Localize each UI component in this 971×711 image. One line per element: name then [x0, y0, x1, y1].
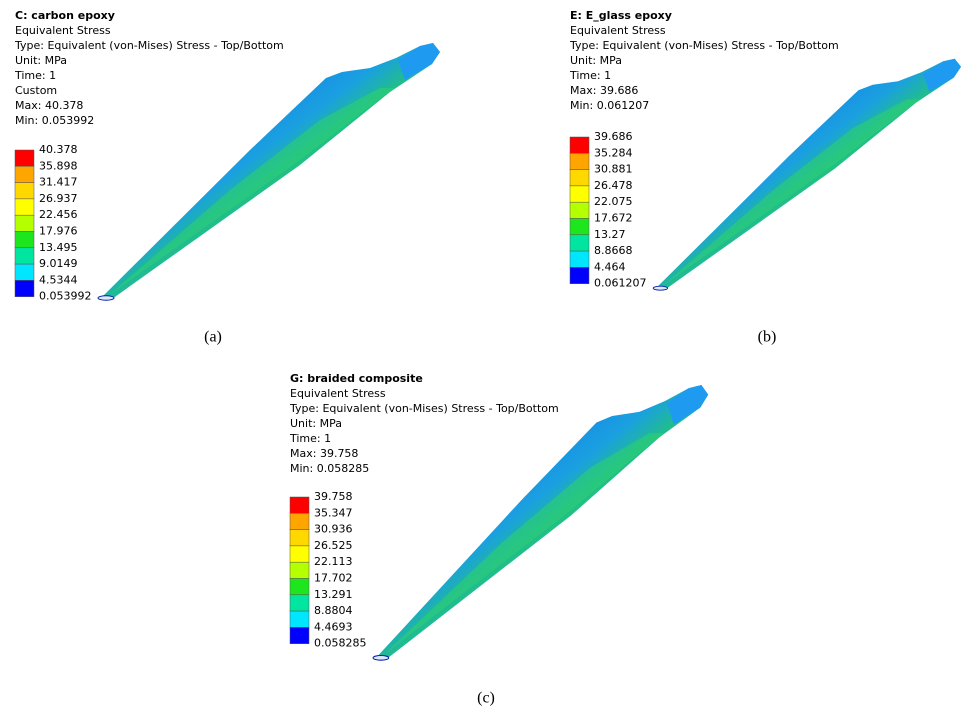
info-line: Min: 0.058285	[290, 462, 369, 475]
blade-hub	[398, 43, 440, 80]
info-line: Time: 1	[289, 432, 331, 445]
legend-label: 8.8804	[314, 604, 353, 617]
info-line: Unit: MPa	[15, 54, 67, 67]
legend-band	[289, 545, 310, 563]
legend-band	[569, 234, 590, 252]
legend-band	[14, 198, 35, 216]
legend-label: 35.284	[594, 146, 633, 159]
legend-band	[14, 149, 35, 167]
legend-label: 0.061207	[594, 277, 647, 290]
legend-label: 0.053992	[39, 290, 92, 303]
legend-label: 22.075	[594, 195, 633, 208]
info-line: Equivalent Stress	[290, 387, 386, 400]
info-line: Custom	[15, 84, 57, 97]
info-line: Min: 0.061207	[570, 99, 649, 112]
blade-tip	[652, 285, 669, 291]
blade-stress-band	[662, 99, 921, 287]
blade-stress-band	[382, 433, 665, 656]
info-line: Type: Equivalent (von-Mises) Stress - To…	[14, 39, 284, 52]
legend-label: 40.378	[39, 143, 78, 156]
legend-band	[569, 169, 590, 187]
info-line: Max: 39.758	[290, 447, 358, 460]
info-line: Time: 1	[14, 69, 56, 82]
legend-label: 30.881	[594, 163, 633, 176]
legend-band	[569, 218, 590, 236]
legend-label: 8.8668	[594, 244, 633, 257]
legend-band	[289, 578, 310, 596]
legend-band	[14, 214, 35, 232]
blade	[97, 43, 440, 301]
legend-label: 22.456	[39, 208, 78, 221]
legend-band	[289, 513, 310, 530]
info-line: Max: 40.378	[15, 99, 83, 112]
legend-label: 13.27	[594, 228, 626, 241]
legend-label: 4.5344	[39, 273, 78, 286]
legend-band	[569, 201, 590, 219]
legend-band	[289, 627, 310, 644]
info-line: Time: 1	[569, 69, 611, 82]
legend-band	[14, 182, 35, 200]
info-line: Equivalent Stress	[15, 24, 111, 37]
legend-label: 26.525	[314, 539, 353, 552]
info-line: Unit: MPa	[570, 54, 622, 67]
info-line: Min: 0.053992	[15, 114, 94, 127]
legend-label: 4.464	[594, 260, 626, 273]
blade	[372, 385, 709, 661]
legend-band	[569, 267, 590, 284]
legend-band	[14, 263, 35, 281]
legend-band	[289, 529, 310, 547]
panel-title: G: braided composite	[290, 372, 423, 385]
legend-label: 39.686	[594, 130, 633, 143]
legend-band	[14, 231, 35, 249]
legend-band	[569, 153, 590, 170]
legend-label: 9.0149	[39, 257, 78, 270]
blade-tip	[372, 654, 390, 661]
caption: (a)	[204, 329, 222, 346]
legend-band	[14, 247, 35, 265]
info-line: Equivalent Stress	[570, 24, 666, 37]
panel-title: C: carbon epoxy	[15, 9, 115, 22]
legend-label: 17.672	[594, 212, 633, 225]
legend-band	[14, 166, 35, 183]
blade-stress-band	[108, 88, 395, 296]
legend-band	[569, 136, 590, 154]
legend-label: 31.417	[39, 176, 78, 189]
legend-band	[289, 496, 310, 514]
blade-hub	[667, 385, 709, 425]
legend-band	[289, 561, 310, 579]
legend-label: 26.937	[39, 192, 78, 205]
legend-band	[569, 250, 590, 268]
legend-label: 22.113	[314, 555, 353, 568]
legend-label: 4.4693	[314, 620, 353, 633]
legend-label: 30.936	[314, 523, 353, 536]
info-line: Unit: MPa	[290, 417, 342, 430]
info-line: Type: Equivalent (von-Mises) Stress - To…	[569, 39, 839, 52]
legend-label: 26.478	[594, 179, 633, 192]
legend-label: 35.347	[314, 506, 353, 519]
info-line: Type: Equivalent (von-Mises) Stress - To…	[289, 402, 559, 415]
blade	[652, 58, 961, 291]
legend-label: 35.898	[39, 159, 78, 172]
legend-label: 17.976	[39, 225, 78, 238]
legend-band	[569, 185, 590, 203]
legend-label: 39.758	[314, 490, 353, 503]
caption: (b)	[758, 329, 777, 346]
legend-band	[14, 280, 35, 297]
legend-label: 17.702	[314, 572, 353, 585]
legend-label: 0.058285	[314, 637, 367, 650]
legend-band	[289, 610, 310, 628]
blade-hub	[923, 58, 961, 92]
legend-label: 13.495	[39, 241, 78, 254]
caption: (c)	[477, 690, 495, 707]
blade-tip	[97, 295, 115, 301]
panel-title: E: E_glass epoxy	[570, 9, 672, 22]
legend-label: 13.291	[314, 588, 353, 601]
info-line: Max: 39.686	[570, 84, 638, 97]
legend-band	[289, 594, 310, 612]
